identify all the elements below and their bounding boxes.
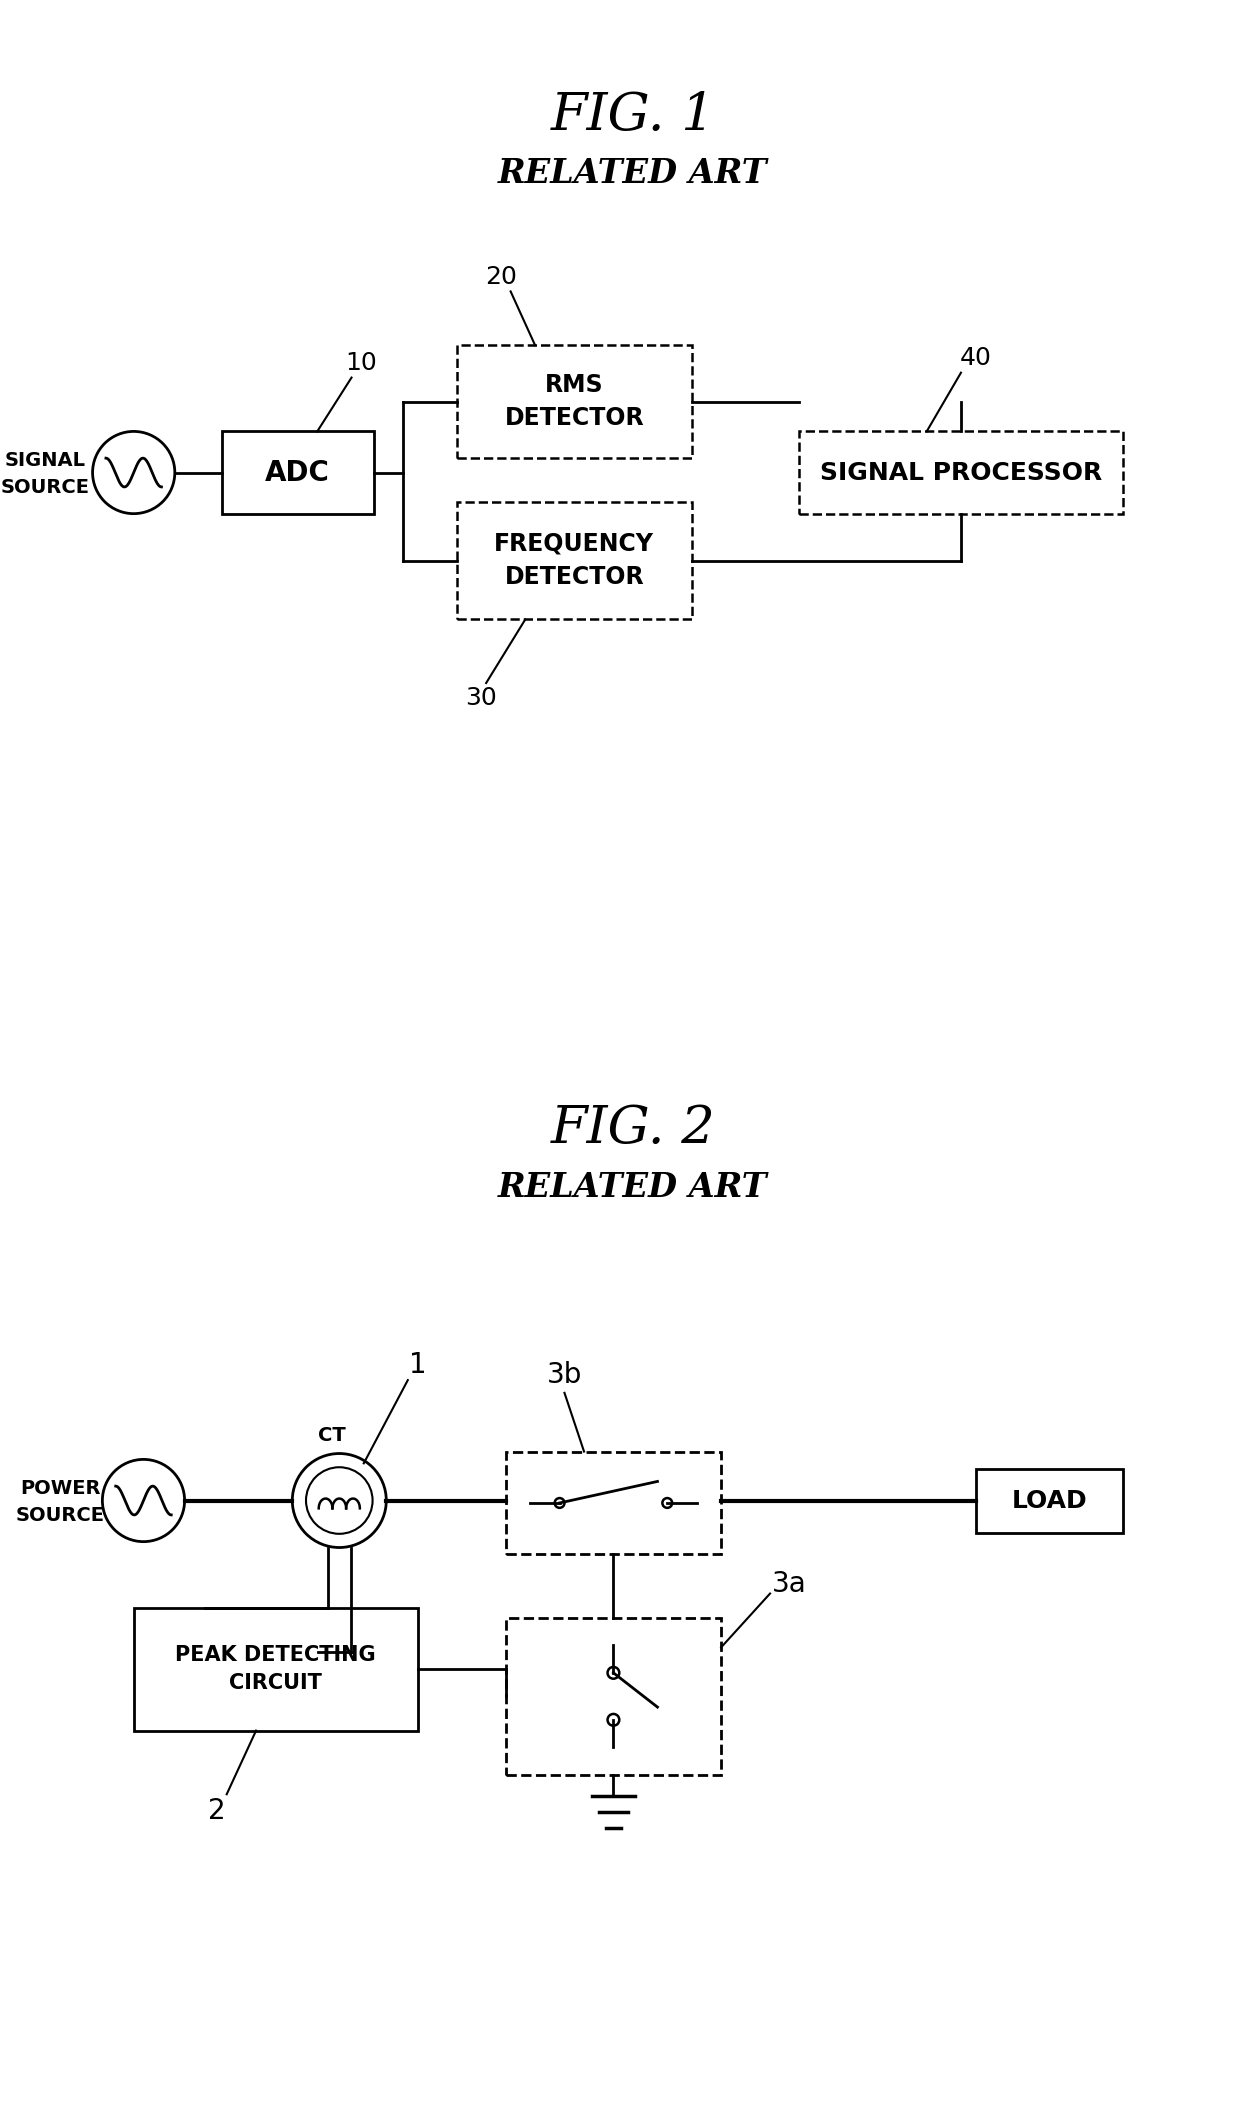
Text: FIG. 1: FIG. 1: [551, 89, 715, 140]
Text: 20: 20: [485, 264, 517, 288]
FancyBboxPatch shape: [222, 432, 373, 514]
Text: SOURCE: SOURCE: [1, 478, 91, 497]
Text: LOAD: LOAD: [1012, 1490, 1087, 1513]
Text: 3a: 3a: [773, 1570, 807, 1598]
Text: CT: CT: [317, 1426, 345, 1445]
Text: FIG. 2: FIG. 2: [551, 1102, 715, 1153]
Text: SOURCE: SOURCE: [16, 1507, 104, 1526]
Text: POWER: POWER: [20, 1479, 100, 1498]
Text: 3b: 3b: [547, 1361, 582, 1390]
Text: 10: 10: [346, 351, 377, 375]
Text: 30: 30: [465, 686, 497, 709]
FancyBboxPatch shape: [800, 432, 1122, 514]
Text: ADC: ADC: [265, 459, 330, 487]
Text: RMS
DETECTOR: RMS DETECTOR: [505, 372, 644, 430]
FancyBboxPatch shape: [976, 1469, 1122, 1532]
FancyBboxPatch shape: [506, 1452, 722, 1555]
FancyBboxPatch shape: [456, 345, 692, 457]
Text: RELATED ART: RELATED ART: [498, 1170, 768, 1204]
Text: PEAK DETECTING
CIRCUIT: PEAK DETECTING CIRCUIT: [175, 1646, 376, 1693]
FancyBboxPatch shape: [134, 1608, 418, 1731]
Text: SIGNAL PROCESSOR: SIGNAL PROCESSOR: [820, 461, 1102, 485]
Text: 1: 1: [409, 1352, 427, 1380]
Text: RELATED ART: RELATED ART: [498, 157, 768, 190]
Text: 2: 2: [208, 1796, 226, 1824]
Text: FREQUENCY
DETECTOR: FREQUENCY DETECTOR: [495, 531, 655, 590]
FancyBboxPatch shape: [456, 501, 692, 620]
Text: 40: 40: [960, 347, 992, 370]
FancyBboxPatch shape: [506, 1619, 722, 1775]
Text: SIGNAL: SIGNAL: [5, 451, 86, 470]
